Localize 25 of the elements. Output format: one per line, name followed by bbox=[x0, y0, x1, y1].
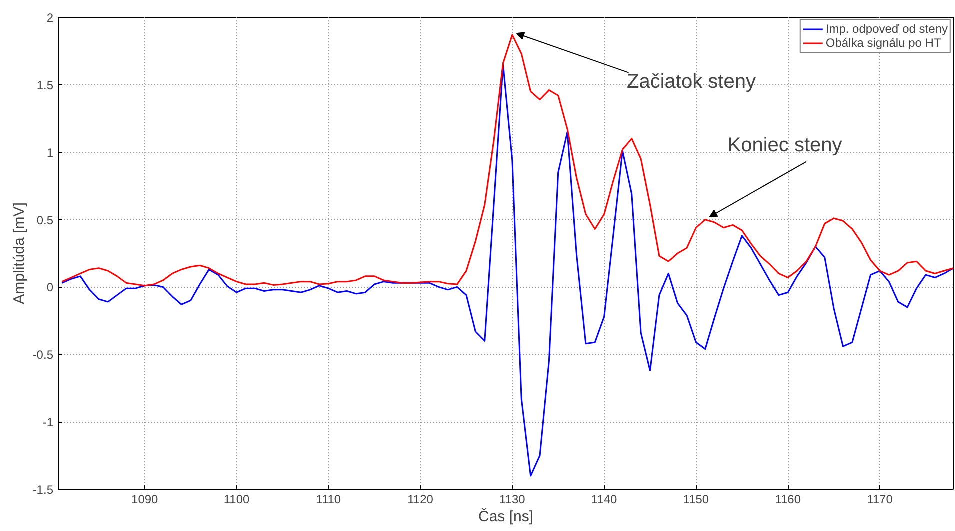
y-tick-label: -0.5 bbox=[32, 348, 54, 362]
x-tick-label: 1150 bbox=[683, 492, 710, 506]
x-tick-label: 1160 bbox=[775, 492, 802, 506]
x-tick-label: 1120 bbox=[408, 492, 434, 506]
y-tick-label: 1 bbox=[46, 146, 54, 160]
legend-label: Imp. odpoveď od steny bbox=[826, 22, 948, 36]
annotation: Začiatok steny bbox=[626, 71, 756, 94]
y-tick-label: -1 bbox=[42, 416, 54, 430]
legend-label: Obálka signálu po HT bbox=[826, 36, 942, 50]
y-axis-title: Amplitúda [mV] bbox=[10, 202, 28, 304]
x-tick-label: 1130 bbox=[500, 492, 526, 506]
y-tick-label: 2 bbox=[46, 11, 54, 25]
x-tick-label: 1110 bbox=[316, 492, 342, 506]
x-tick-label: 1170 bbox=[867, 492, 894, 506]
y-tick-label: 1.5 bbox=[36, 78, 54, 92]
annotation: Koniec steny bbox=[728, 134, 842, 156]
y-tick-label: 0 bbox=[46, 280, 54, 295]
x-axis-title: Čas [ns] bbox=[478, 508, 534, 526]
x-tick-label: 1100 bbox=[224, 492, 250, 506]
x-tick-label: 1090 bbox=[132, 492, 159, 506]
y-tick-label: -1.5 bbox=[32, 483, 54, 497]
line-series bbox=[61, 34, 954, 287]
y-tick-label: 0.5 bbox=[36, 213, 54, 228]
x-tick-label: 1140 bbox=[591, 492, 618, 506]
line-series bbox=[61, 64, 954, 477]
